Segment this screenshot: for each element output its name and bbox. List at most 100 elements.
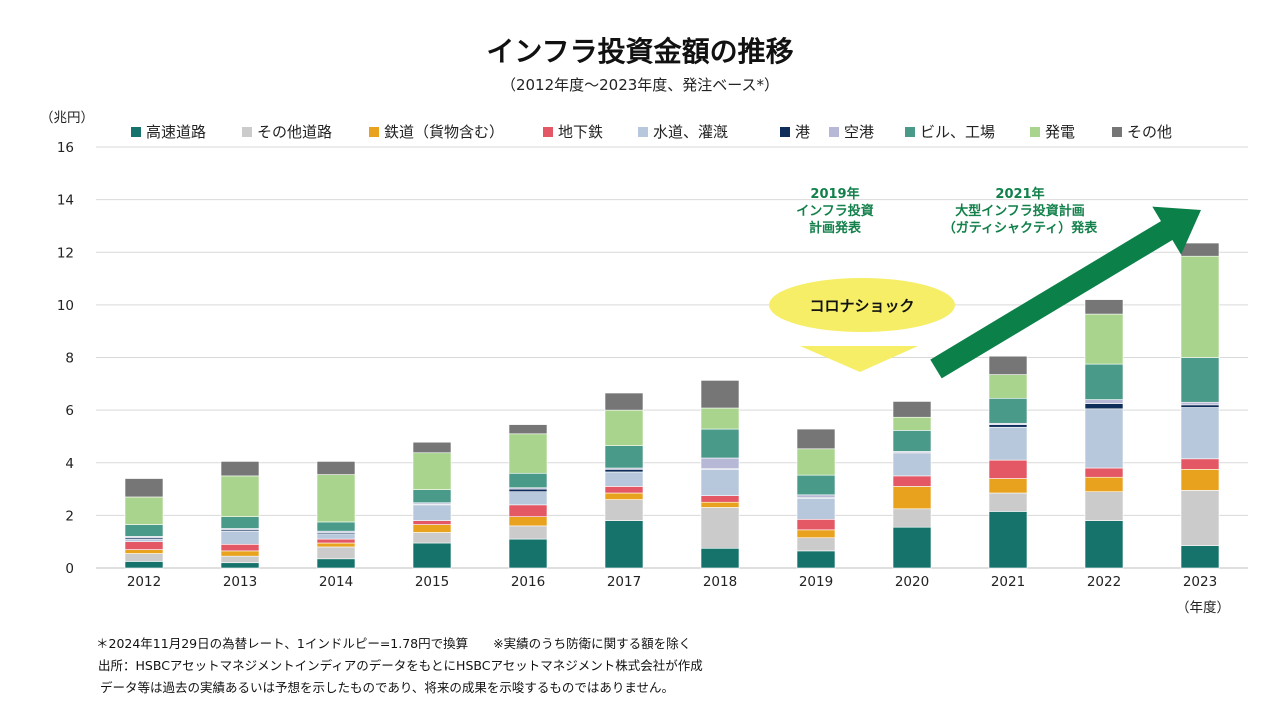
bar-segment-2017-港 [604,469,644,473]
bars [124,242,1220,569]
bar-segment-2016-高速道路 [508,538,548,569]
bar-segment-2015-水道灌漑 [412,504,452,521]
bar-segment-2013-その他 [220,461,260,477]
axes: 0 2 4 6 8 10 12 14 16 （兆円） （年度） 2012 2013 2014 2015 201… [40,110,1230,616]
bar-segment-2019-ビル工場 [796,474,836,496]
bar-segment-2017-高速道路 [604,520,644,569]
legend-swatch-ビル工場 [905,127,915,137]
bar-segment-2018-その他 [700,380,740,409]
bar-segment-2018-その他道路 [700,507,740,549]
bar-segment-2015-その他 [412,441,452,454]
bar-segment-2015-ビル工場 [412,489,452,504]
legend-label-その他道路: その他道路 [257,123,332,141]
bar-segment-2013-水道灌漑 [220,530,260,545]
bar-segment-2023-地下鉄 [1180,458,1220,470]
annotation-2021-plan-line: （ガティシャクティ）発表 [943,220,1098,236]
bar-segment-2022-鉄道貨物含む [1084,476,1124,492]
bar-segment-2013-地下鉄 [220,544,260,552]
covid-callout-label: コロナショック [809,297,914,315]
bar-segment-2016-ビル工場 [508,472,548,489]
bar-segment-2014-地下鉄 [316,538,356,544]
bar-segment-2012-ビル工場 [124,524,164,537]
legend-swatch-その他 [1112,127,1122,137]
bar-segment-2021-水道灌漑 [988,426,1028,461]
bar-segment-2023-空港 [1180,401,1220,406]
bar-segment-2023-港 [1180,404,1220,408]
bar-segment-2014-高速道路 [316,558,356,569]
bar-segment-2012-高速道路 [124,561,164,569]
bar-segment-2017-鉄道貨物含む [604,492,644,500]
bar-segment-2023-発電 [1180,255,1220,358]
legend-label-港: 港 [795,123,810,141]
legend-label-高速道路: 高速道路 [146,123,206,141]
bar-segment-2013-鉄道貨物含む [220,550,260,557]
legend-label-水道灌漑: 水道、灌漑 [653,123,728,141]
bar-segment-2019-地下鉄 [796,519,836,531]
bar-segment-2013-高速道路 [220,562,260,569]
bar-segment-2020-地下鉄 [892,475,932,487]
bar-segment-2021-地下鉄 [988,459,1028,479]
y-tick-label: 4 [65,456,74,472]
bar-segment-2012-地下鉄 [124,541,164,550]
bar-segment-2018-水道灌漑 [700,469,740,496]
bar-segment-2023-高速道路 [1180,545,1220,569]
footnote-exchange-rate: ＊2024年11月29日の為替レート、1インドルピー=1.78円で換算 ※実績の… [96,636,692,651]
legend-swatch-港 [780,127,790,137]
y-tick-label: 2 [65,508,74,524]
bar-segment-2015-高速道路 [412,542,452,569]
growth-trend-arrow [930,206,1201,379]
legend-label-その他: その他 [1127,123,1172,141]
bar-segment-2017-発電 [604,409,644,446]
bar-segment-2018-空港 [700,457,740,469]
bar-segment-2023-鉄道貨物含む [1180,469,1220,491]
bar-segment-2020-その他道路 [892,508,932,528]
covid-callout-bubble [769,278,955,332]
footnote-disclaimer: データ等は過去の実績あるいは予想を示したものであり、将来の成果を示唆するものでは… [100,680,675,695]
bar-segment-2014-その他道路 [316,546,356,560]
footnotes: ＊2024年11月29日の為替レート、1インドルピー=1.78円で換算 ※実績の… [96,633,703,699]
bar-segment-2014-その他 [316,461,356,475]
bar-segment-2014-発電 [316,474,356,523]
chart-subtitle: （2012年度～2023年度、発注ベース*） [500,76,780,94]
chart-title: インフラ投資金額の推移 [486,35,794,68]
bar-segment-2019-その他 [796,428,836,450]
bar-segment-2019-高速道路 [796,550,836,569]
x-tick-label-2012: 2012 [127,574,161,590]
x-tick-label-2016: 2016 [511,574,545,590]
bar-segment-2020-鉄道貨物含む [892,486,932,510]
bar-segment-2023-その他 [1180,242,1220,257]
annotation-2019-plan-line: インフラ投資 [796,203,874,219]
bar-segment-2017-その他道路 [604,499,644,521]
bar-segment-2018-ビル工場 [700,428,740,459]
bar-segment-2012-鉄道貨物含む [124,549,164,554]
bar-segment-2017-ビル工場 [604,445,644,469]
bar-segment-2015-鉄道貨物含む [412,524,452,533]
legend-swatch-発電 [1030,127,1040,137]
y-tick-label: 12 [57,245,74,261]
y-tick-label: 8 [65,351,74,367]
x-tick-label-2015: 2015 [415,574,449,590]
bar-segment-2022-ビル工場 [1084,363,1124,400]
legend-swatch-鉄道貨物含む [369,127,379,137]
bar-segment-2021-その他 [988,355,1028,375]
legend-swatch-地下鉄 [543,127,553,137]
bar-segment-2020-ビル工場 [892,430,932,452]
bar-segment-2022-高速道路 [1084,520,1124,569]
bar-segment-2021-発電 [988,374,1028,399]
bar-segment-2018-鉄道貨物含む [700,501,740,508]
bar-segment-2020-水道灌漑 [892,453,932,477]
legend-label-ビル工場: ビル、工場 [920,123,995,141]
bar-segment-2013-発電 [220,475,260,517]
bar-segment-2019-鉄道貨物含む [796,529,836,539]
x-tick-label-2020: 2020 [895,574,929,590]
x-tick-label-2021: 2021 [991,574,1025,590]
gridlines [96,146,1248,569]
bar-segment-2017-地下鉄 [604,486,644,494]
bar-segment-2016-その他 [508,424,548,435]
y-tick-label: 0 [65,561,74,577]
bar-segment-2023-ビル工場 [1180,357,1220,403]
bar-segment-2022-空港 [1084,399,1124,404]
bar-segment-2019-空港 [796,494,836,498]
y-tick-label: 16 [57,140,74,156]
